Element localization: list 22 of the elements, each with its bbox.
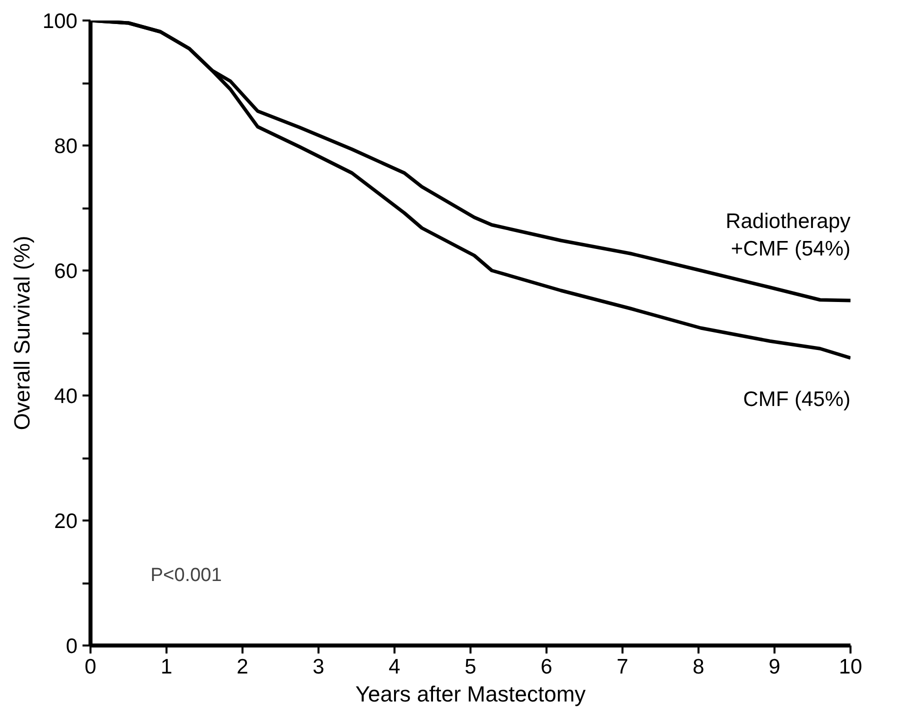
y-axis-title: Overall Survival (%) <box>9 236 34 430</box>
y-tick-label: 60 <box>54 260 78 283</box>
x-tick-label: 5 <box>464 656 476 678</box>
x-tick-label: 9 <box>768 656 780 678</box>
y-tick-label: 100 <box>42 10 78 33</box>
x-axis-title: Years after Mastectomy <box>355 682 586 706</box>
x-tick-label: 3 <box>312 656 324 678</box>
x-tick-label: 0 <box>84 656 96 678</box>
x-tick-label: 4 <box>388 656 401 678</box>
x-tick-label: 7 <box>616 656 628 678</box>
x-tick-label: 6 <box>540 656 552 678</box>
x-tick-label: 10 <box>838 656 862 678</box>
y-tick-label: 0 <box>66 635 78 658</box>
y-tick-label: 40 <box>54 385 78 408</box>
series-label: Radiotherapy +CMF (54%) <box>726 210 851 260</box>
x-tick-label: 2 <box>236 656 248 678</box>
y-tick-label: 80 <box>54 135 78 158</box>
x-tick-label: 1 <box>160 656 172 678</box>
x-tick-label: 8 <box>692 656 704 678</box>
series-label: CMF (45%) <box>743 388 851 411</box>
annotation: P<0.001 <box>150 565 222 586</box>
y-tick-label: 20 <box>54 510 78 533</box>
